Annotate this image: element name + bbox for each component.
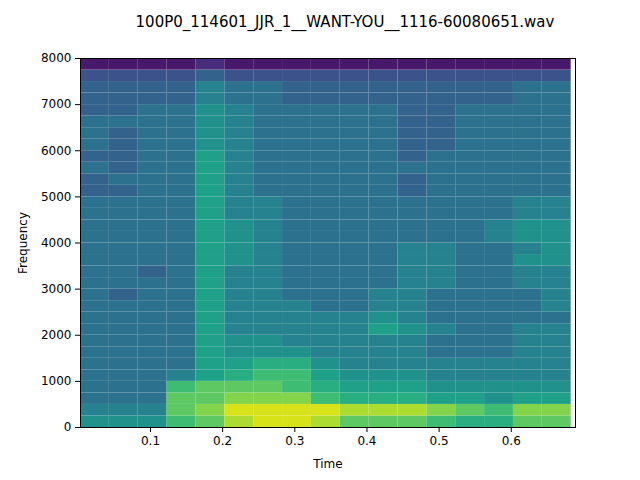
svg-text:7000: 7000 <box>41 97 72 111</box>
svg-text:Frequency: Frequency <box>16 212 30 274</box>
svg-text:0.4: 0.4 <box>357 434 376 448</box>
svg-text:Time: Time <box>312 457 342 471</box>
svg-text:5000: 5000 <box>41 190 72 204</box>
svg-text:0.6: 0.6 <box>502 434 521 448</box>
svg-text:0.1: 0.1 <box>141 434 160 448</box>
svg-text:2000: 2000 <box>41 328 72 342</box>
svg-text:6000: 6000 <box>41 144 72 158</box>
svg-text:0.5: 0.5 <box>430 434 449 448</box>
svg-text:1000: 1000 <box>41 374 72 388</box>
svg-text:0: 0 <box>64 420 72 434</box>
svg-text:4000: 4000 <box>41 236 72 250</box>
html-text:100P0_114601_JJR_1__WANT-YOU__: 100P0_114601_JJR_1__WANT-YOU__1116-60080… <box>135 13 555 31</box>
svg-text:8000: 8000 <box>41 51 72 65</box>
svg-text:0.2: 0.2 <box>213 434 232 448</box>
svg-text:0.3: 0.3 <box>285 434 304 448</box>
svg-text:3000: 3000 <box>41 282 72 296</box>
